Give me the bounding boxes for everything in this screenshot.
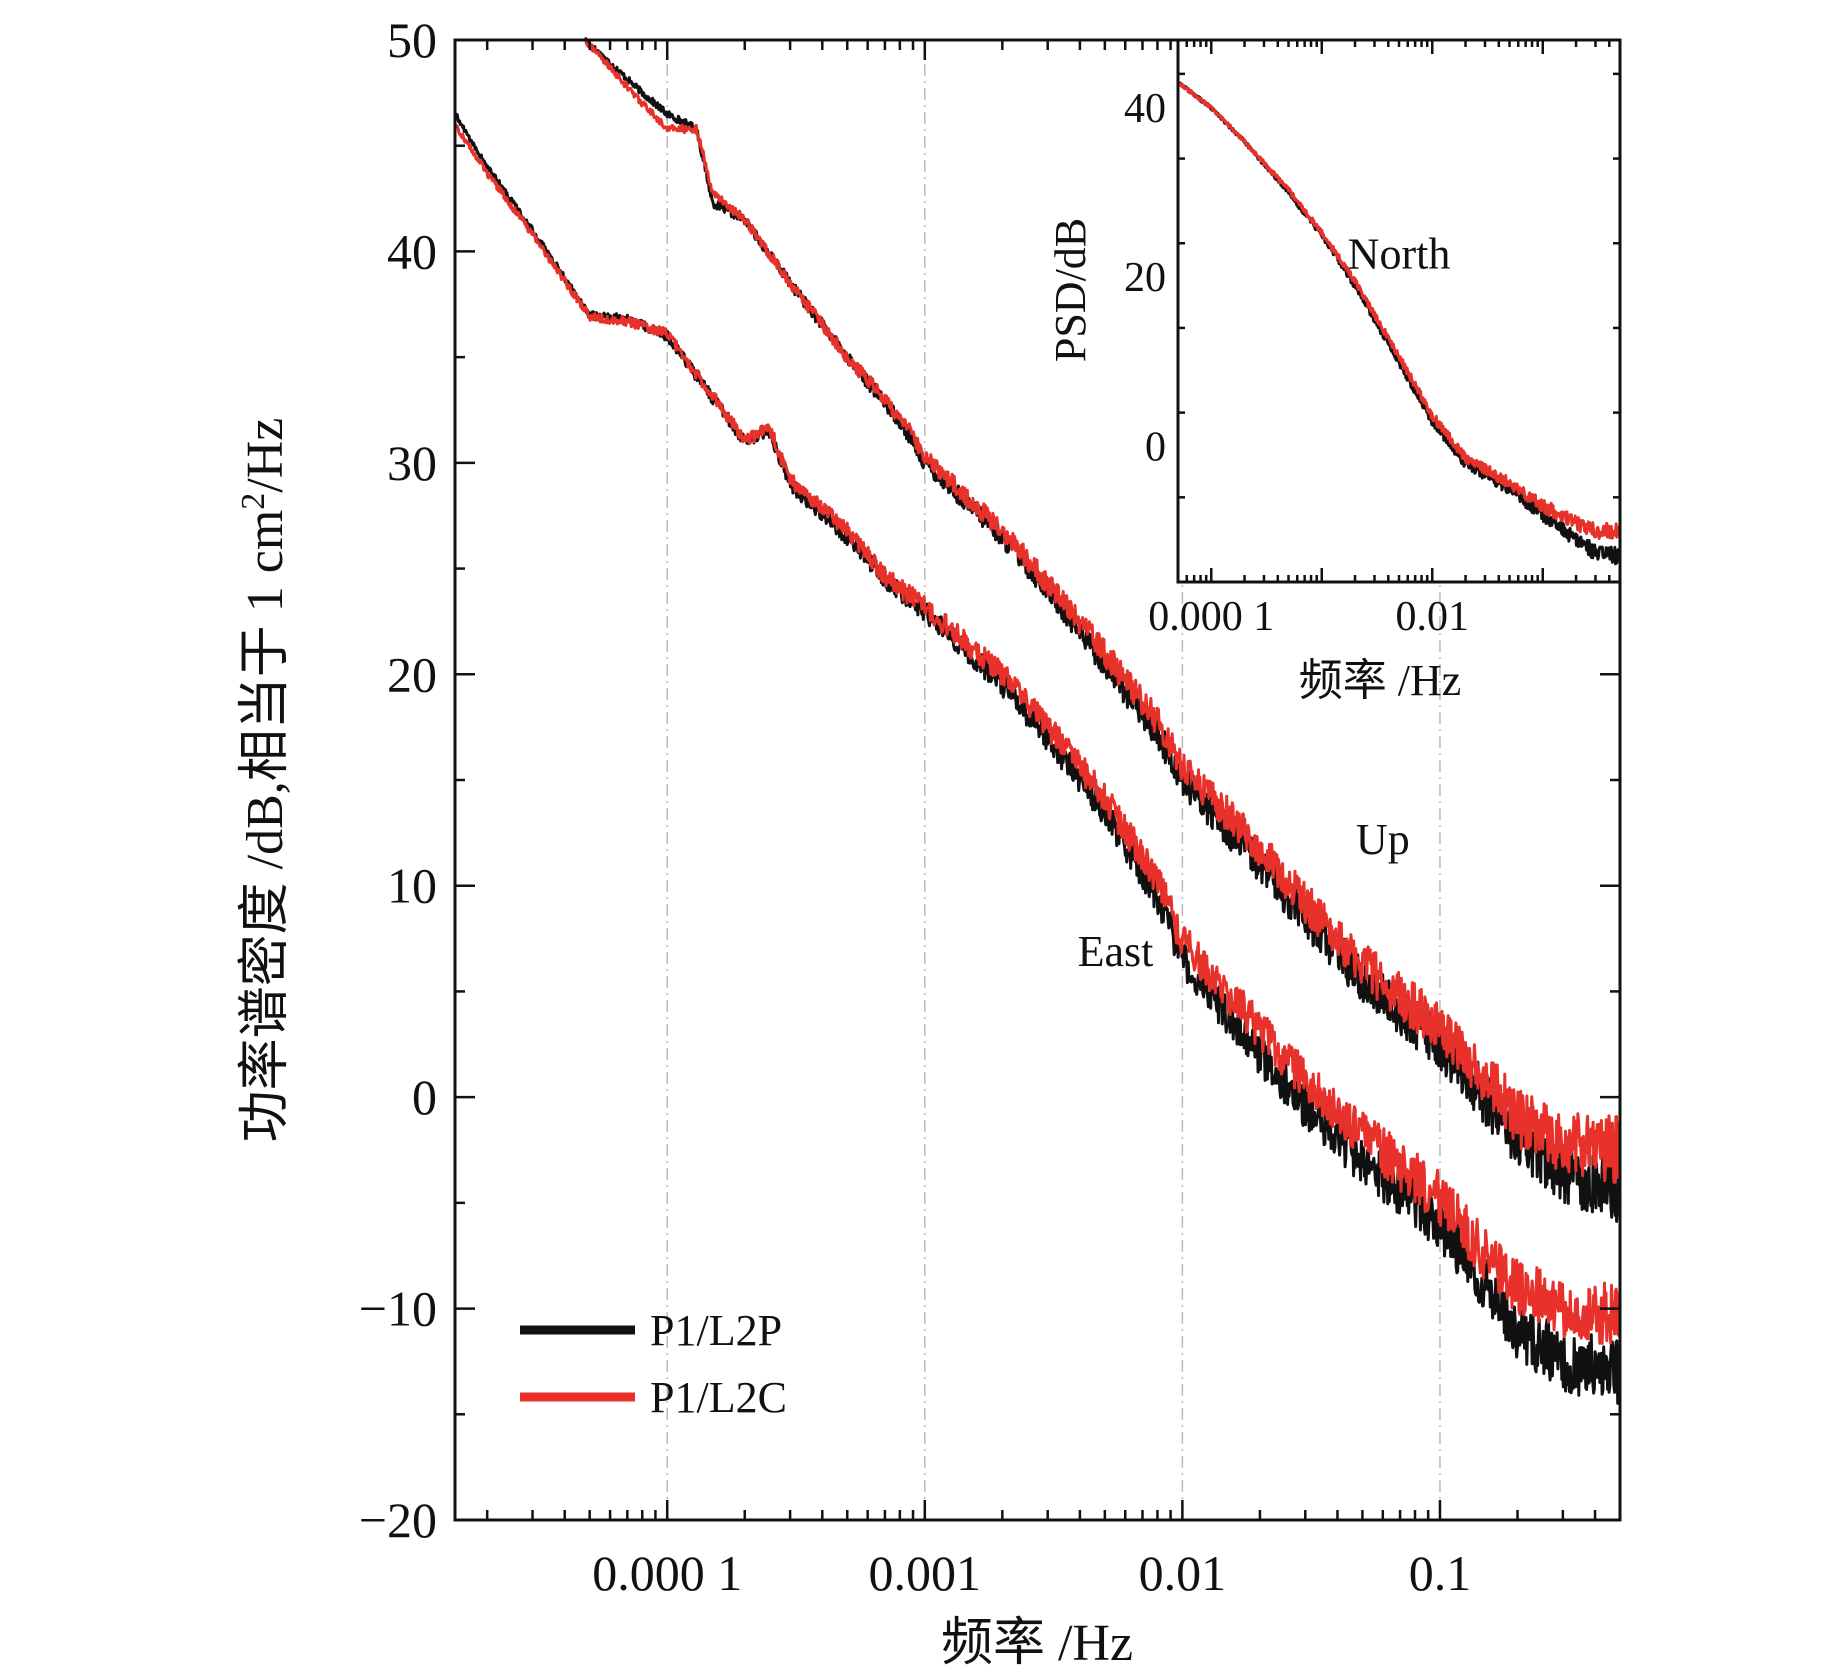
inset-series-group	[1176, 81, 1622, 566]
inset-y-axis-title: PSD/dB	[1046, 218, 1095, 362]
main-y-tick-labels: 50 40 30 20 10 0 −10 −20	[359, 12, 437, 1548]
series-north-p1-l2c	[1176, 81, 1622, 540]
y-tick-label: 50	[387, 12, 437, 68]
y-tick-label: 0	[1145, 425, 1166, 471]
y-tick-label: 40	[387, 223, 437, 279]
y-tick-label: 10	[387, 858, 437, 914]
series-up-p1-l2c	[583, 38, 1622, 1185]
y-axis-title-main: 功率谱密度 /dB,相当于 1 cm	[237, 510, 294, 1143]
main-series-group	[453, 37, 1622, 1405]
main-x-axis-title: 频率 /Hz	[941, 1615, 1133, 1672]
y-axis-title-tail: /Hz	[237, 418, 294, 493]
annotation-east: East	[1078, 927, 1154, 976]
inset-background	[1178, 40, 1620, 582]
inset-plot: 40 20 0 0.000 1 0.01 频率 /Hz PSD/dB North	[1046, 38, 1622, 705]
x-tick-label: 0.01	[1396, 594, 1470, 640]
x-tick-label: 0.000 1	[1148, 594, 1274, 640]
legend-label-p1-l2c: P1/L2C	[650, 1373, 787, 1422]
inset-y-tick-labels: 40 20 0	[1124, 86, 1166, 471]
legend-label-p1-l2p: P1/L2P	[650, 1306, 782, 1355]
x-tick-label: 0.1	[1409, 1545, 1472, 1601]
inset-tick-marks	[1176, 40, 1622, 584]
legend: P1/L2P P1/L2C	[520, 1306, 787, 1422]
series-east-p1-l2c	[453, 124, 1622, 1345]
y-tick-label: 20	[1124, 255, 1166, 301]
y-tick-label: 30	[387, 435, 437, 491]
y-tick-label: −10	[359, 1281, 437, 1337]
y-tick-label: 0	[412, 1069, 437, 1125]
x-tick-label: 0.01	[1139, 1545, 1227, 1601]
x-tick-label: 0.001	[869, 1545, 982, 1601]
inset-x-tick-labels: 0.000 1 0.01	[1148, 594, 1469, 640]
annotation-north: North	[1348, 230, 1451, 279]
y-tick-label: 40	[1124, 86, 1166, 132]
y-axis-title-superscript: 2	[235, 493, 272, 510]
x-tick-label: 0.000 1	[592, 1545, 742, 1601]
main-y-axis-title: 功率谱密度 /dB,相当于 1 cm2/Hz	[235, 418, 295, 1143]
annotation-up: Up	[1356, 815, 1410, 864]
main-x-tick-labels: 0.000 1 0.001 0.01 0.1	[592, 1545, 1471, 1601]
inset-x-axis-title: 频率 /Hz	[1299, 656, 1462, 705]
y-tick-label: 20	[387, 646, 437, 702]
y-tick-label: −20	[359, 1492, 437, 1548]
